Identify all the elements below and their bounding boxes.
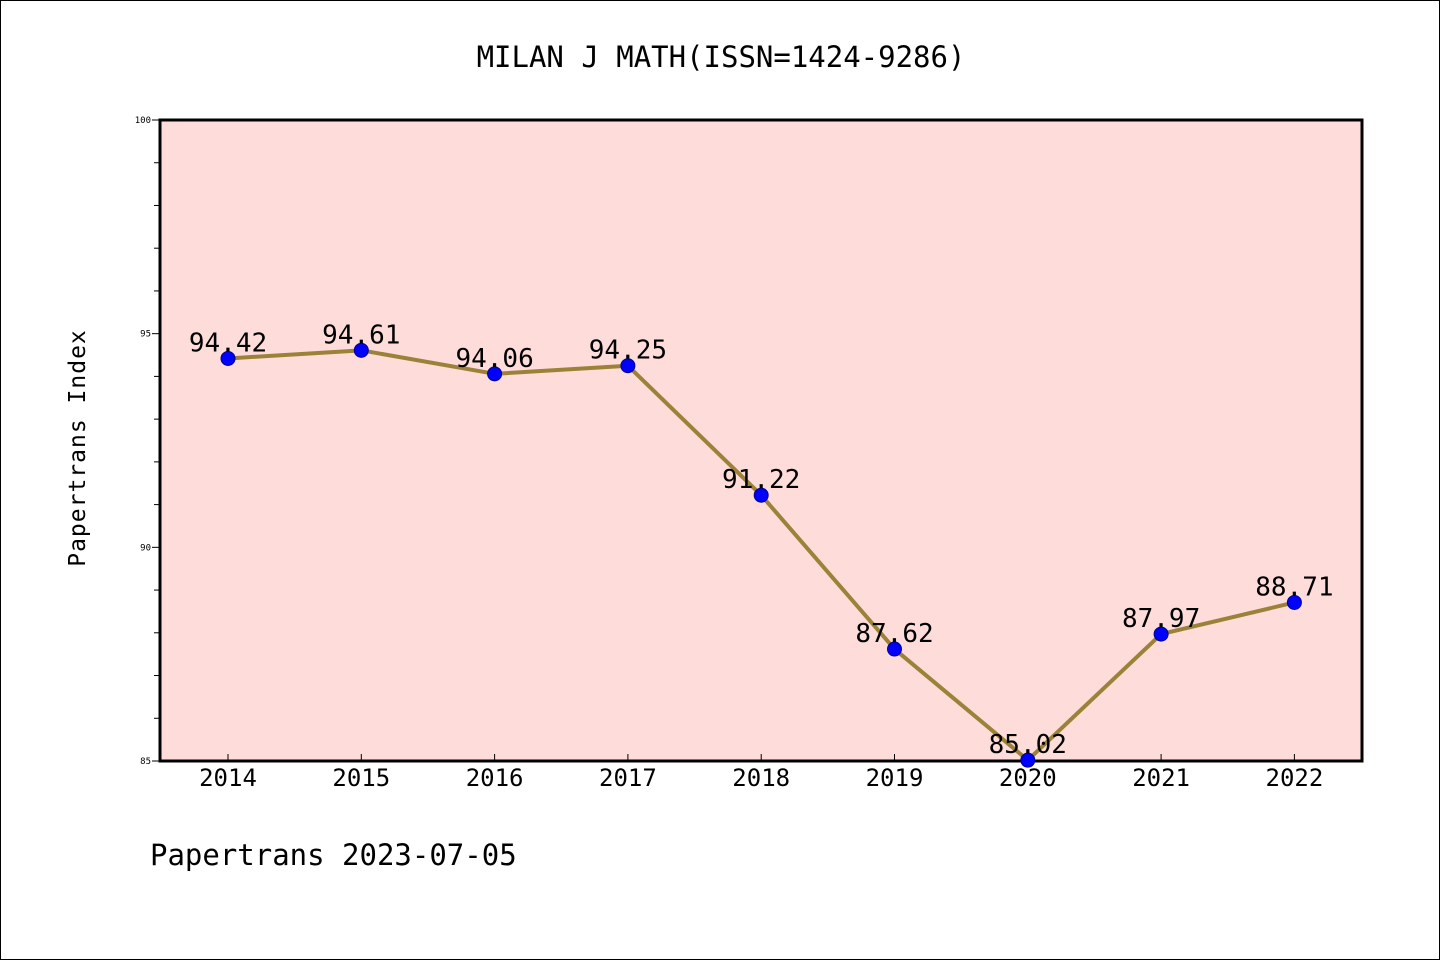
data-label: 87.62 [855,619,933,649]
data-point [753,487,769,503]
chart-title: MILAN J MATH(ISSN=1424-9286) [477,40,966,74]
x-tick-label: 2016 [466,764,524,792]
data-point [487,366,503,382]
data-point [1153,626,1169,642]
data-point [620,358,636,374]
x-tick-label: 2021 [1132,764,1190,792]
y-tick-label: 90 [140,543,151,553]
data-label: 94.06 [455,344,533,374]
data-point [1286,594,1302,610]
x-tick-label: 2014 [199,764,257,792]
x-tick-label: 2015 [332,764,390,792]
y-tick-label: 100 [135,116,151,126]
y-axis: 85 90 95 100 [135,116,160,767]
data-label: 94.25 [589,336,667,366]
plot-area [158,118,1364,763]
series-layer: 94.42 94.61 94.06 94.25 91.22 87.62 85.02 87.97… [189,320,1334,768]
data-label: 91.22 [722,465,800,495]
x-tick-label: 2018 [732,764,790,792]
y-tick-label: 85 [140,757,151,767]
x-tick-label: 2022 [1266,764,1324,792]
x-tick-label: 2019 [866,764,924,792]
x-tick-label: 2017 [599,764,657,792]
data-point [1020,752,1036,768]
data-label: 87.97 [1122,604,1200,634]
x-axis: 2014 2015 2016 2017 2018 2019 2020 2021 2022 [199,754,1323,792]
data-label: 88.71 [1255,572,1333,602]
data-label: 85.02 [989,730,1067,760]
data-point [887,641,902,657]
data-point [220,350,236,366]
x-tick-label: 2020 [999,764,1057,792]
data-point [353,342,369,358]
footer-text: Papertrans 2023-07-05 [150,838,517,872]
data-label: 94.42 [189,328,267,358]
y-axis-label: Papertrans Index [65,329,91,567]
y-tick-label: 95 [140,330,151,340]
data-label: 94.61 [322,320,400,350]
